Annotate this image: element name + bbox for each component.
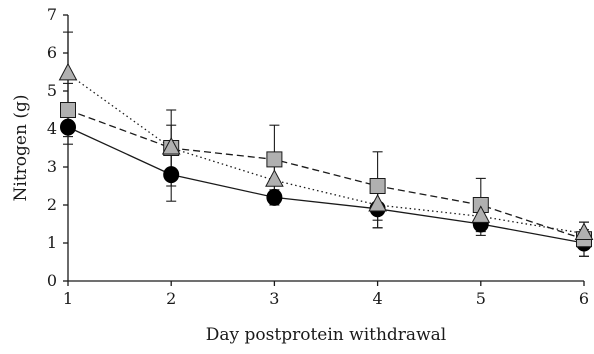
triangle-series-line: [67, 73, 585, 235]
x-tick-label: 3: [269, 289, 279, 308]
y-axis-label: Nitrogen (g): [11, 95, 31, 202]
triangle-point: [574, 222, 594, 240]
y-tick-label: 3: [47, 157, 57, 176]
triangle-point: [368, 193, 387, 212]
square-series-line: [67, 109, 585, 240]
square-point: [369, 178, 386, 194]
triangle-point: [58, 62, 78, 81]
circle-point: [60, 118, 76, 136]
triangle-point: [265, 169, 284, 187]
circle-series-line: [67, 126, 585, 244]
x-tick-label: 6: [579, 289, 589, 308]
y-tick-label: 1: [47, 233, 57, 252]
y-tick-label: 7: [47, 5, 57, 24]
y-tick-label: 0: [47, 271, 57, 290]
square-point: [60, 102, 76, 118]
x-tick-label: 1: [63, 289, 73, 308]
x-tick-label: 2: [166, 289, 176, 308]
y-tick-label: 5: [47, 81, 57, 100]
circle-point: [266, 188, 283, 206]
x-tick-label: 5: [476, 289, 486, 308]
triangle-point: [471, 205, 491, 223]
x-axis-label: Day postprotein withdrawal: [206, 325, 446, 345]
y-tick-label: 4: [47, 119, 57, 138]
square-point: [266, 151, 283, 168]
chart-series: [58, 31, 594, 257]
y-tick-label: 2: [47, 195, 57, 214]
x-tick-label: 4: [373, 289, 383, 308]
triangle-point: [161, 136, 181, 155]
y-tick-label: 6: [47, 43, 57, 62]
circle-point: [163, 166, 180, 184]
